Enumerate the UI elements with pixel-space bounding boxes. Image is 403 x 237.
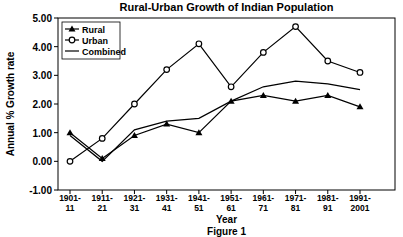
- series-marker: [292, 98, 299, 104]
- x-tick-label: 1971-81: [285, 193, 307, 213]
- legend-label: Combined: [82, 47, 126, 57]
- series-line: [70, 27, 360, 162]
- x-tick-label: 1951-61: [220, 193, 242, 213]
- series-marker: [357, 70, 363, 76]
- x-label-part: 1941-: [188, 193, 210, 203]
- x-label-part: 51: [194, 203, 204, 213]
- plot-frame: [58, 18, 395, 190]
- x-label-part: 21: [97, 203, 107, 213]
- series-marker: [293, 24, 299, 30]
- legend-label: Urban: [82, 36, 108, 46]
- y-tick: [54, 104, 58, 105]
- x-tick-label: 1901-11: [59, 193, 81, 213]
- legend-marker: [69, 26, 76, 32]
- series-marker: [195, 129, 202, 135]
- x-label-part: 1911-: [92, 193, 113, 203]
- series-marker: [67, 129, 74, 135]
- x-label-part: 1971-: [285, 193, 307, 203]
- x-label-part: 2001: [351, 203, 370, 213]
- y-tick: [54, 46, 58, 47]
- x-label-part: 1991-: [349, 193, 371, 203]
- x-tick-label: 1911-21: [92, 193, 113, 213]
- series-marker: [67, 159, 73, 165]
- x-label-part: 1921-: [124, 193, 146, 203]
- x-label-part: 81: [291, 203, 301, 213]
- legend-line: [65, 50, 79, 51]
- y-axis-label: Annual % Growth rate: [5, 51, 16, 156]
- y-tick: [54, 132, 58, 133]
- series-marker: [228, 84, 234, 90]
- x-label-part: 41: [162, 203, 172, 213]
- series-marker: [132, 101, 138, 107]
- y-tick-label: 3.00: [33, 70, 53, 81]
- y-tick-label: 1.00: [33, 128, 53, 139]
- x-label-part: 71: [259, 203, 269, 213]
- series-marker: [99, 136, 105, 142]
- x-label-part: 1901-: [59, 193, 81, 203]
- series-marker: [260, 92, 267, 98]
- series-marker: [324, 92, 331, 98]
- y-tick-label: -1.00: [29, 185, 52, 196]
- y-tick: [54, 190, 58, 191]
- x-tick-label: 1981-91: [317, 193, 339, 213]
- y-tick: [54, 18, 58, 19]
- x-label-part: 1961-: [252, 193, 274, 203]
- title: Rural-Urban Growth of Indian Population: [120, 1, 334, 13]
- y-tick: [54, 161, 58, 162]
- caption: Figure 1: [207, 226, 246, 237]
- x-label-part: 1981-: [317, 193, 339, 203]
- x-label-part: 1951-: [220, 193, 242, 203]
- series-marker: [357, 103, 364, 109]
- x-tick-label: 1921-31: [124, 193, 146, 213]
- x-label-part: 91: [323, 203, 333, 213]
- x-axis-label: Year: [216, 214, 237, 225]
- legend-marker: [69, 37, 75, 43]
- legend: RuralUrbanCombined: [62, 22, 126, 59]
- y-tick: [54, 75, 58, 76]
- series-line: [70, 81, 360, 161]
- x-tick-label: 1961-71: [252, 193, 274, 213]
- series-marker: [196, 41, 202, 47]
- series-marker: [325, 58, 331, 64]
- x-tick-label: 1941-51: [188, 193, 210, 213]
- y-tick-label: 0.00: [33, 156, 53, 167]
- x-label-part: 61: [226, 203, 236, 213]
- x-tick-label: 1931-41: [156, 193, 178, 213]
- x-label-part: 1931-: [156, 193, 178, 203]
- y-tick-label: 5.00: [33, 13, 53, 24]
- x-label-part: 31: [130, 203, 140, 213]
- x-tick-label: 1991-2001: [349, 193, 371, 213]
- x-label-part: 11: [66, 203, 75, 213]
- legend-label: Rural: [82, 25, 105, 35]
- y-tick-label: 2.00: [33, 99, 53, 110]
- series-marker: [164, 67, 170, 73]
- series-marker: [261, 50, 267, 56]
- y-tick-label: 4.00: [33, 42, 53, 53]
- chart: Rural-Urban Growth of Indian Population -…: [0, 0, 403, 237]
